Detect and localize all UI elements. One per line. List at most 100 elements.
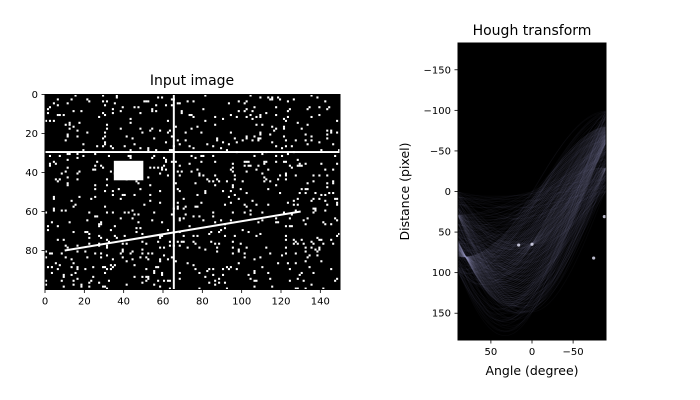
- noise-pixel: [90, 197, 93, 200]
- noise-pixel: [336, 119, 339, 122]
- noise-pixel: [218, 281, 221, 284]
- noise-pixel: [288, 225, 291, 228]
- noise-pixel: [104, 114, 107, 117]
- hough-curve: [457, 167, 607, 293]
- hough-curve: [458, 141, 607, 242]
- noise-pixel: [282, 125, 286, 128]
- noise-pixel: [109, 145, 112, 148]
- noise-pixel: [64, 170, 67, 173]
- noise-pixel: [46, 112, 50, 115]
- noise-pixel: [70, 98, 73, 101]
- noise-pixel: [127, 211, 130, 214]
- hough-curve: [457, 167, 607, 289]
- hough-curve: [457, 141, 607, 247]
- hough-y-ticks: −150 −100 −50 0 50 100 150: [424, 65, 458, 320]
- noise-pixel: [253, 279, 256, 282]
- noise-pixel: [184, 205, 187, 208]
- hough-curve: [457, 158, 607, 292]
- noise-pixel: [196, 234, 199, 237]
- noise-pixel: [237, 110, 240, 113]
- noise-pixel: [157, 279, 160, 282]
- noise-pixel: [157, 166, 160, 169]
- hough-curve: [457, 130, 607, 262]
- noise-pixel: [176, 240, 179, 243]
- noise-pixel: [151, 108, 154, 111]
- noise-pixel: [92, 168, 95, 171]
- noise-pixel: [170, 213, 173, 216]
- noise-pixel: [255, 123, 258, 126]
- hough-curve: [457, 114, 607, 270]
- noise-pixel: [320, 162, 323, 165]
- noise-pixel: [271, 98, 274, 101]
- hough-curve: [457, 116, 607, 288]
- noise-pixel: [104, 131, 107, 134]
- noise-pixel: [137, 221, 140, 224]
- noise-pixel: [259, 96, 262, 99]
- hough-peak: [530, 242, 534, 246]
- hough-curve: [457, 141, 607, 262]
- noise-pixel: [231, 211, 234, 214]
- noise-pixel: [102, 266, 105, 269]
- hough-curve: [457, 148, 607, 252]
- noise-pixel: [306, 123, 309, 126]
- hough-curve: [457, 134, 607, 275]
- noise-pixel: [94, 215, 97, 218]
- noise-pixel: [121, 242, 124, 245]
- noise-pixel: [277, 96, 280, 99]
- hough-curve: [457, 142, 607, 274]
- noise-pixel: [107, 279, 110, 282]
- noise-pixel: [318, 197, 321, 200]
- hough-curve: [457, 169, 607, 264]
- noise-pixel: [105, 127, 109, 130]
- input-image-frame: [44, 94, 341, 290]
- noise-pixel: [98, 281, 101, 284]
- noise-pixel: [192, 100, 195, 103]
- noise-pixel: [284, 225, 287, 228]
- noise-pixel: [82, 149, 85, 152]
- noise-pixel: [316, 96, 319, 99]
- noise-pixel: [296, 158, 299, 161]
- noise-pixel: [320, 149, 323, 152]
- noise-pixel: [245, 205, 248, 208]
- noise-pixel: [282, 117, 286, 120]
- noise-pixel: [216, 246, 219, 249]
- hough-curve: [457, 173, 607, 314]
- noise-pixel: [218, 242, 221, 245]
- noise-pixel: [310, 246, 313, 249]
- noise-pixel: [88, 236, 91, 239]
- noise-pixel: [229, 114, 232, 117]
- noise-pixel: [214, 279, 217, 282]
- hough-curve: [457, 152, 607, 232]
- noise-pixel: [247, 273, 250, 276]
- hough-curve: [457, 183, 607, 239]
- noise-pixel: [255, 203, 258, 206]
- y-tick-label: 0: [32, 90, 38, 101]
- noise-pixel: [163, 156, 166, 159]
- noise-pixel: [56, 104, 59, 107]
- noise-pixel: [94, 153, 97, 156]
- input-image-x-ticks: 0 20 40 60 80 100 120 140: [42, 289, 330, 308]
- noise-pixel: [50, 271, 53, 274]
- noise-pixel: [121, 106, 124, 109]
- hough-curve: [457, 167, 607, 243]
- hough-curve: [457, 134, 607, 281]
- noise-pixel: [131, 217, 134, 220]
- noise-pixel: [298, 162, 301, 165]
- hough-curve: [457, 167, 607, 301]
- noise-pixel: [288, 268, 291, 271]
- noise-pixel: [296, 164, 299, 167]
- noise-pixel: [229, 266, 232, 269]
- noise-pixel: [133, 213, 136, 216]
- noise-pixel: [225, 149, 228, 152]
- hough-curve: [457, 150, 607, 252]
- hough-curve: [457, 183, 607, 254]
- noise-pixel: [233, 193, 236, 196]
- y-tick-label: −100: [424, 106, 451, 117]
- noise-pixel: [123, 193, 126, 196]
- vertical-line: [172, 94, 175, 290]
- noise-pixel: [125, 260, 128, 263]
- noise-pixel: [166, 229, 169, 232]
- noise-pixel: [300, 164, 303, 167]
- noise-pixel: [229, 219, 232, 222]
